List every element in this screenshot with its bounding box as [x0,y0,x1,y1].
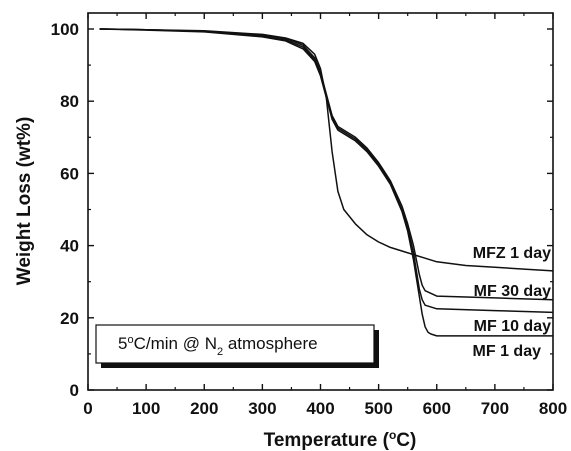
series-line-mf-10-day [99,28,554,314]
x-tick-label: 200 [190,399,218,418]
series-line-mf-30-day [99,28,554,301]
annotation-box: 5oC/min @ N2 atmosphere [95,324,379,368]
series-label-mfz-1-day: MFZ 1 day [473,245,551,262]
annotation-text: 5oC/min @ N2 atmosphere [118,334,318,358]
series-lines [99,28,554,337]
y-axis-title: Weight Loss (wt%) [14,117,35,286]
x-tick-label: 800 [539,399,567,418]
y-tick-label: 60 [60,164,79,183]
series-line-mf-1-day [99,28,553,337]
x-tick-label: 500 [364,399,392,418]
annotation-box-frame [95,324,375,364]
series-line-mfz-1-day [99,28,554,272]
x-tick-label: 700 [481,399,509,418]
y-tick-label: 20 [60,309,79,328]
series-labels: MFZ 1 day MF 30 day MF 10 day MF 1 day [473,245,552,360]
y-tick-label: 100 [51,20,79,39]
series-label-mf-1-day: MF 1 day [473,343,542,360]
x-tick-label: 600 [423,399,451,418]
x-tick-label: 100 [132,399,160,418]
axis-ticks: 0 100 200 300 400 500 600 700 800 0 20 40 60 80 100 [51,13,567,418]
y-tick-label: 40 [60,237,79,256]
x-tick-label: 400 [306,399,334,418]
series-label-mf-10-day: MF 10 day [474,318,551,335]
y-tick-label: 0 [70,381,79,400]
series-label-mf-30-day: MF 30 day [474,283,551,300]
x-tick-label: 300 [248,399,276,418]
x-tick-label: 0 [83,399,92,418]
x-axis-title: Temperature (oC) [264,428,417,451]
y-tick-label: 80 [60,92,79,111]
